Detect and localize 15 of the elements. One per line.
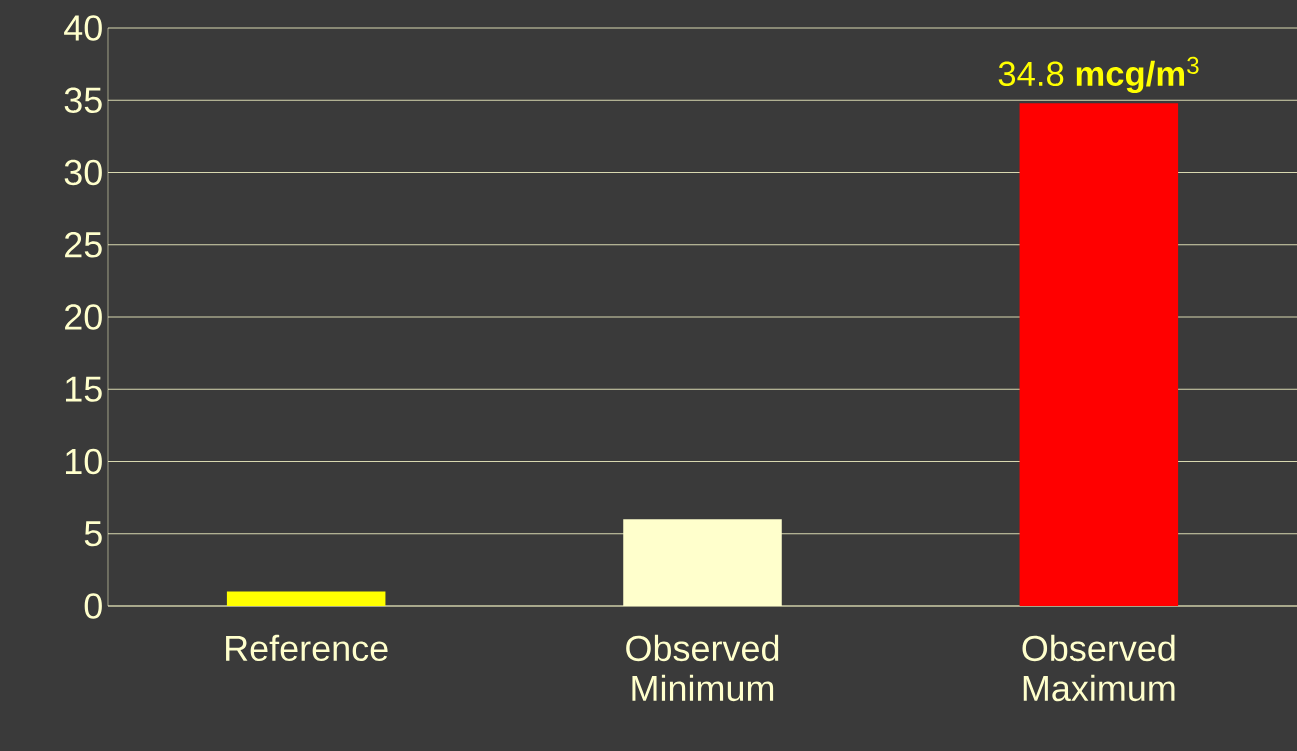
- y-tick-label: 10: [65, 448, 102, 475]
- bar: [1019, 103, 1179, 606]
- y-tick-label: 30: [64, 159, 102, 186]
- y-tick-label: 5: [84, 521, 102, 547]
- bar: [226, 591, 386, 606]
- y-tick-label: 25: [65, 232, 102, 258]
- x-tick-label: Reference: [226, 634, 388, 662]
- y-tick-label: 20: [65, 304, 102, 330]
- y-tick-label: 0: [84, 593, 102, 619]
- y-tick-label: 40: [64, 15, 102, 41]
- x-tick-label: Observed Minimum: [626, 634, 779, 702]
- y-tick-label: 15: [65, 376, 102, 402]
- data-label: 34.8 mcg/m$^{3}$: [998, 56, 1199, 94]
- x-tick-label: Observed Maximum: [1022, 634, 1175, 702]
- y-tick-label: 35: [64, 87, 102, 113]
